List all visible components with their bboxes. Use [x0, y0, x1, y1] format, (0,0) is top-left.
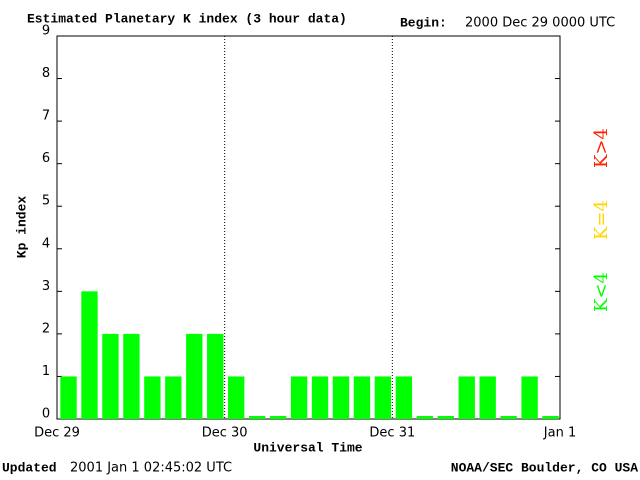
x-tick-label: Jan 1 [543, 426, 576, 441]
bar [311, 376, 329, 419]
bar [144, 376, 161, 419]
bar [228, 376, 245, 419]
bar [542, 416, 559, 419]
y-tick-label: 8 [42, 66, 50, 81]
y-tick-label: 0 [42, 407, 50, 422]
y-tick-label: 9 [42, 24, 50, 39]
bar [332, 376, 350, 419]
x-tick-label: Dec 29 [34, 426, 80, 441]
y-tick-label: 7 [42, 109, 50, 124]
bar [353, 376, 371, 419]
plot-frame [56, 35, 561, 420]
bar [437, 416, 454, 419]
y-tick-label: 1 [42, 364, 50, 379]
bar [269, 416, 287, 419]
bar [60, 376, 77, 419]
bar [102, 333, 119, 419]
bar [207, 333, 224, 419]
y-axis-label: Kp index [14, 196, 29, 259]
y-tick-label: 2 [42, 321, 50, 336]
x-tick-label: Dec 30 [202, 426, 248, 441]
bar [479, 376, 496, 419]
x-tick-label: Dec 31 [369, 426, 415, 441]
bar [374, 376, 392, 419]
y-tick-label: 3 [42, 279, 50, 294]
begin-label: Begin: [400, 15, 447, 30]
bar [500, 416, 517, 419]
bar [248, 416, 266, 419]
bar [123, 333, 140, 419]
updated-value: 2001 Jan 1 02:45:02 UTC [70, 461, 232, 476]
bar [165, 376, 182, 419]
updated-label: Updated [2, 460, 57, 475]
legend-entry: K<4 [591, 272, 612, 312]
legend-entry: K=4 [591, 200, 612, 240]
chart-title: Estimated Planetary K index (3 hour data… [27, 11, 347, 26]
bar [186, 333, 203, 419]
y-tick-label: 4 [42, 236, 50, 251]
bar [81, 291, 98, 419]
bar [521, 376, 538, 419]
x-axis-label: Universal Time [253, 440, 362, 455]
y-tick-label: 6 [42, 151, 50, 166]
begin-value: 2000 Dec 29 0000 UTC [465, 16, 615, 31]
bar [395, 376, 413, 419]
bar [458, 376, 475, 419]
bar [416, 416, 433, 419]
legend-entry: K>4 [591, 128, 612, 168]
credit: NOAA/SEC Boulder, CO USA [451, 460, 638, 475]
bar [290, 376, 308, 419]
y-tick-label: 5 [42, 194, 50, 209]
